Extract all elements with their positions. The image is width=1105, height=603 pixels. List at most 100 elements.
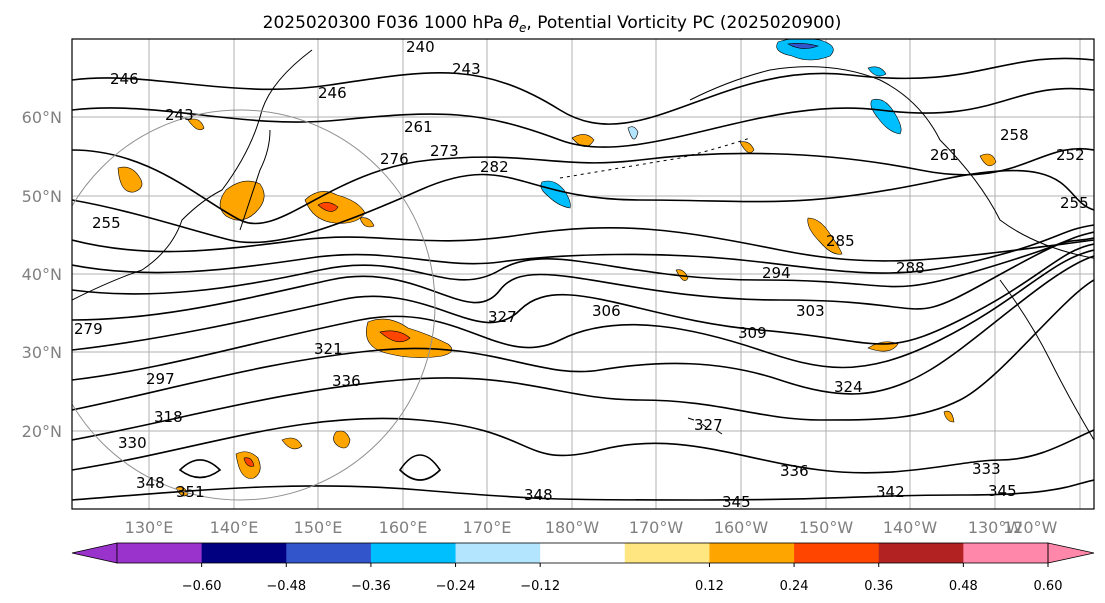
colorbar-tick-label: 0.60 <box>1034 579 1063 594</box>
contour-label: 321 <box>314 340 343 358</box>
contour-label: 273 <box>430 142 459 160</box>
colorbar-segment <box>286 543 372 563</box>
contour <box>398 454 442 481</box>
pv-patch <box>187 118 205 131</box>
contour-label: 348 <box>524 486 553 504</box>
chart-title: 2025020300 F036 1000 hPa θe, Potential V… <box>263 13 842 35</box>
pv-patch <box>333 430 351 449</box>
contour-label: 261 <box>404 118 433 136</box>
pv-patch <box>379 330 411 343</box>
colorbar-segment <box>455 543 541 563</box>
contour <box>72 255 1094 411</box>
contour-label: 294 <box>762 264 791 282</box>
coastline-alaska <box>689 66 1094 259</box>
colorbar-tick-label: −0.36 <box>351 579 391 594</box>
lon-label: 180°W <box>545 518 600 537</box>
contour-label: 348 <box>136 474 165 492</box>
contour <box>178 459 222 479</box>
lon-label: 150°E <box>294 518 343 537</box>
colorbar-tick-label: −0.60 <box>182 579 222 594</box>
contour-label: 276 <box>380 150 409 168</box>
colorbar-segment <box>878 543 964 563</box>
lat-label: 30°N <box>22 343 62 362</box>
aleutians <box>559 137 751 179</box>
contour <box>72 87 1094 148</box>
colorbar-tick-label: 0.12 <box>695 579 724 594</box>
colorbar-frame <box>116 542 1049 564</box>
contour <box>72 243 1094 351</box>
range-ring <box>72 109 436 501</box>
lat-label: 50°N <box>22 187 62 206</box>
contour <box>72 417 1094 474</box>
map-frame <box>71 38 1095 510</box>
pv-patch <box>117 166 143 193</box>
contour-label: 255 <box>1060 194 1089 212</box>
lon-label: 140°E <box>210 518 259 537</box>
lon-label: 160°W <box>714 518 769 537</box>
contour <box>72 169 1094 244</box>
contour <box>72 57 1094 125</box>
contour-label: 336 <box>332 372 361 390</box>
colorbar-tick-label: −0.12 <box>520 579 560 594</box>
latitude-labels: 60°N 50°N 40°N 30°N 20°N <box>22 108 62 441</box>
pv-patch <box>807 217 843 255</box>
pv-patch <box>317 202 339 212</box>
contour <box>72 279 1094 441</box>
colorbar-segment <box>794 543 880 563</box>
contour <box>72 224 1094 274</box>
contour-label: 243 <box>452 60 481 78</box>
contour <box>72 231 1094 295</box>
contour-label: 345 <box>722 493 751 511</box>
contour-labels: 246 243 246 240 243 255 279 261 276 273 … <box>74 38 1089 511</box>
hawaii <box>687 417 723 435</box>
colorbar-segment <box>624 543 710 563</box>
colorbar: −0.60 −0.48 −0.36 −0.24 −0.12 0.12 0.24 0.36 0.4… <box>71 542 1095 594</box>
contour-label: 288 <box>896 259 925 277</box>
lon-label: 170°W <box>629 518 684 537</box>
coastline-japan <box>239 129 271 231</box>
colorbar-segment <box>540 543 626 563</box>
contour-label: 330 <box>118 434 147 452</box>
lat-label: 60°N <box>22 108 62 127</box>
contour-label: 258 <box>1000 126 1029 144</box>
contour-label: 246 <box>110 70 139 88</box>
contour-label: 246 <box>318 84 347 102</box>
contour-label: 306 <box>592 302 621 320</box>
contour-label: 309 <box>738 324 767 342</box>
contour <box>72 147 1094 225</box>
contour-label: 243 <box>165 106 194 124</box>
lat-label: 40°N <box>22 265 62 284</box>
lon-label: 130°W <box>968 518 1023 537</box>
lon-label: 150°W <box>799 518 854 537</box>
pv-patch <box>359 217 375 228</box>
colorbar-tick-label: 0.36 <box>864 579 893 594</box>
contour-label: 333 <box>972 460 1001 478</box>
colorbar-tick-label: −0.48 <box>266 579 306 594</box>
contour-label: 279 <box>74 320 103 338</box>
theta-e-contours <box>72 57 1094 501</box>
lat-label: 20°N <box>22 422 62 441</box>
contour-label: 342 <box>876 483 905 501</box>
contour-label: 303 <box>796 302 825 320</box>
colorbar-tick-label: −0.24 <box>436 579 476 594</box>
contour-label: 324 <box>834 378 863 396</box>
pv-patch <box>870 98 902 135</box>
contour-label: 240 <box>406 38 435 56</box>
longitude-labels: 130°E 140°E 150°E 160°E 170°E 180°W 170°… <box>125 518 1058 537</box>
colorbar-segment <box>117 543 203 563</box>
contour <box>72 249 1094 381</box>
pv-patch <box>281 437 303 450</box>
contour-label: 255 <box>92 214 121 232</box>
contour <box>72 227 1094 262</box>
lon-label: 120°W <box>1003 518 1058 537</box>
contour-label: 318 <box>154 408 183 426</box>
lon-label: 170°E <box>463 518 512 537</box>
pv-patch <box>979 153 997 167</box>
pv-patch <box>787 43 820 49</box>
lon-label: 140°W <box>883 518 938 537</box>
contour-label: 297 <box>146 370 175 388</box>
contour-label: 282 <box>480 158 509 176</box>
colorbar-segment <box>963 543 1049 563</box>
pv-patch <box>943 410 955 423</box>
